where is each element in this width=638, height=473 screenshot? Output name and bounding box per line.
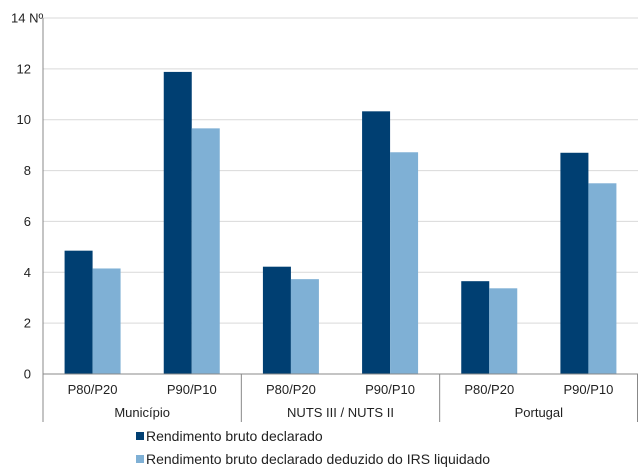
group-label: Portugal [515, 405, 564, 420]
y-tick-label: 12 [17, 61, 31, 76]
x-tick-label: P80/P20 [464, 382, 514, 397]
y-tick-label: 2 [24, 316, 31, 331]
y-tick-label: 14 Nº [11, 11, 43, 26]
legend-swatch-series-1 [136, 432, 144, 440]
bar-bruto-5 [461, 281, 490, 374]
x-tick-label: P80/P20 [266, 382, 316, 397]
bar-liquido-3 [290, 279, 319, 374]
y-tick-label: 6 [24, 214, 31, 229]
y-tick-label: 8 [24, 163, 31, 178]
x-tick-label: P90/P10 [167, 382, 217, 397]
bar-bruto-4 [362, 111, 391, 374]
x-tick-label: P80/P20 [68, 382, 118, 397]
bar-liquido-6 [588, 183, 617, 374]
legend-item-series-2: Rendimento bruto declarado deduzido do I… [136, 451, 490, 467]
legend-label-series-2: Rendimento bruto declarado deduzido do I… [146, 451, 491, 467]
group-label: NUTS III / NUTS II [287, 405, 394, 420]
y-tick-label: 10 [17, 112, 31, 127]
y-tick-label: 0 [24, 367, 31, 382]
bar-liquido-1 [92, 268, 121, 374]
bar-liquido-5 [489, 288, 518, 374]
group-label: Município [114, 405, 170, 420]
legend-label-series-1: Rendimento bruto declarado [146, 428, 323, 444]
y-tick-label: 4 [24, 265, 31, 280]
legend-item-series-1: Rendimento bruto declarado [136, 428, 323, 444]
x-tick-label: P90/P10 [365, 382, 415, 397]
bar-liquido-4 [390, 152, 419, 374]
bar-bruto-6 [560, 152, 589, 374]
bar-bruto-3 [262, 266, 291, 374]
x-tick-label: P90/P10 [563, 382, 613, 397]
bar-liquido-2 [191, 128, 220, 374]
bar-bruto-1 [64, 250, 93, 374]
bar-bruto-2 [163, 71, 192, 374]
legend-swatch-series-2 [136, 455, 144, 463]
